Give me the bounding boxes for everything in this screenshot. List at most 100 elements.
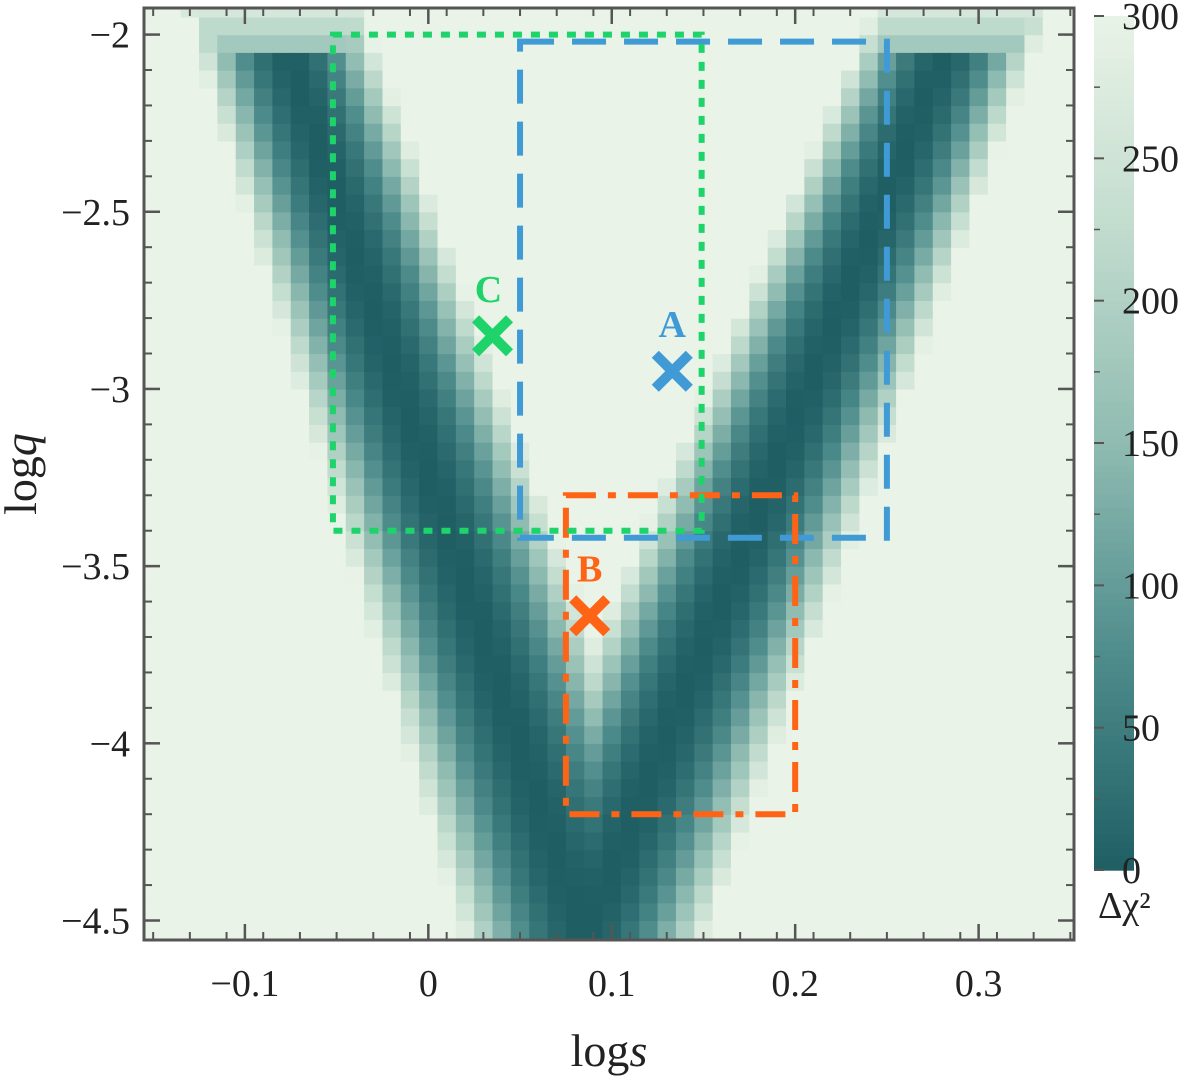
heatmap-cell [767, 778, 787, 798]
heatmap-cell [382, 229, 402, 248]
heatmap-cell [987, 637, 1007, 656]
heatmap-cell [180, 442, 200, 461]
heatmap-cell [620, 849, 640, 868]
heatmap-cell [859, 459, 879, 479]
heatmap-cell [565, 87, 585, 107]
heatmap-cell [199, 123, 218, 142]
heatmap-cell [914, 601, 934, 620]
heatmap-cell [364, 52, 384, 71]
heatmap-cell [455, 619, 475, 638]
heatmap-cell [620, 264, 640, 284]
heatmap-cell [804, 140, 824, 160]
heatmap-cell [675, 140, 695, 160]
heatmap-cell [180, 530, 200, 550]
heatmap-cell [730, 247, 750, 266]
heatmap-cell [254, 495, 273, 514]
heatmap-cell [639, 335, 659, 355]
heatmap-cell [987, 619, 1007, 638]
heatmap-cell [620, 282, 640, 301]
heatmap-cell [877, 725, 897, 744]
heatmap-cell [272, 495, 292, 514]
heatmap-cell [657, 920, 677, 939]
heatmap-cell [657, 761, 677, 780]
heatmap-cell [437, 619, 457, 638]
heatmap-cell [584, 690, 604, 709]
heatmap-cell [474, 194, 494, 213]
heatmap-cell [345, 424, 365, 443]
heatmap-cell [455, 459, 475, 479]
heatmap-cell [1042, 300, 1062, 319]
heatmap-cell [584, 672, 604, 691]
heatmap-cell [364, 530, 384, 550]
heatmap-cell [1006, 831, 1026, 851]
heatmap-cell [584, 707, 604, 727]
heatmap-cell [584, 902, 604, 922]
heatmap-cell [272, 725, 292, 744]
heatmap-cell [657, 778, 677, 798]
heatmap-cell [235, 264, 255, 284]
heatmap-cell [492, 282, 512, 301]
heatmap-cell [987, 672, 1007, 691]
heatmap-cell [235, 601, 255, 620]
heatmap-cell [841, 743, 860, 762]
heatmap-cell [712, 814, 732, 833]
heatmap-cell [419, 87, 439, 107]
heatmap-cell [492, 371, 512, 390]
heatmap-cell [804, 601, 824, 620]
heatmap-cell [822, 371, 842, 390]
heatmap-cell [235, 867, 255, 886]
heatmap-cell [657, 282, 677, 301]
heatmap-cell [400, 583, 420, 603]
heatmap-cell [639, 459, 659, 479]
heatmap-cell [841, 229, 860, 248]
heatmap-cell [712, 8, 732, 18]
heatmap-cell [602, 778, 622, 798]
heatmap-cell [896, 867, 916, 886]
heatmap-cell [437, 831, 457, 851]
heatmap-cell [565, 459, 585, 479]
heatmap-cell [951, 619, 971, 638]
heatmap-cell [309, 548, 329, 567]
heatmap-cell [217, 601, 237, 620]
heatmap-cell [804, 300, 824, 319]
heatmap-cell [804, 902, 824, 922]
heatmap-cell [290, 442, 310, 461]
heatmap-cell [309, 920, 329, 939]
heatmap-cell [602, 318, 622, 337]
heatmap-cell [290, 335, 310, 355]
heatmap-cell [1024, 406, 1044, 425]
heatmap-cell [382, 335, 402, 355]
heatmap-cell [547, 105, 567, 124]
heatmap-cell [272, 442, 292, 461]
heatmap-cell [290, 16, 310, 36]
heatmap-cell [309, 672, 329, 691]
heatmap-cell [290, 920, 310, 939]
heatmap-cell [217, 442, 237, 461]
heatmap-cell [657, 619, 677, 638]
heatmap-cell [822, 902, 842, 922]
heatmap-cell [474, 831, 494, 851]
heatmap-cell [841, 814, 860, 833]
heatmap-cell [584, 442, 604, 461]
heatmap-cell [309, 123, 329, 142]
heatmap-cell [272, 87, 292, 107]
heatmap-cell [272, 300, 292, 319]
heatmap-cell [419, 530, 439, 550]
heatmap-cell [364, 867, 384, 886]
heatmap-cell [620, 743, 640, 762]
heatmap-cell [364, 371, 384, 390]
heatmap-cell [822, 920, 842, 939]
heatmap-cell [144, 601, 163, 620]
heatmap-cell [639, 140, 659, 160]
heatmap-cell [675, 105, 695, 124]
heatmap-cell [1061, 247, 1074, 266]
heatmap-cell [180, 566, 200, 585]
heatmap-cell [675, 16, 695, 36]
heatmap-cell [547, 902, 567, 922]
heatmap-cell [675, 885, 695, 904]
heatmap-cell [492, 566, 512, 585]
heatmap-cell [345, 867, 365, 886]
heatmap-cell [474, 619, 494, 638]
heatmap-cell [510, 16, 530, 36]
heatmap-cell [822, 583, 842, 603]
